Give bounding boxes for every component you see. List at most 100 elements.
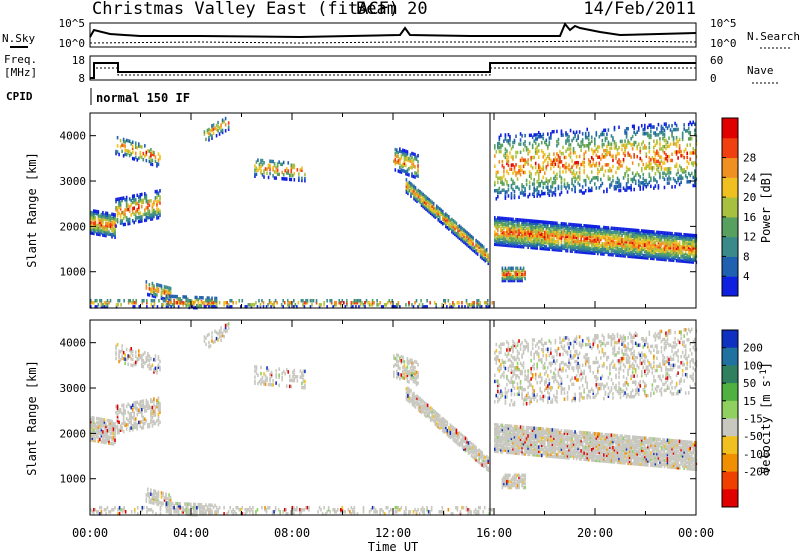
- echo-cell: [137, 144, 140, 148]
- echo-cell: [506, 219, 508, 223]
- echo-cell: [689, 239, 692, 244]
- echo-cell: [134, 155, 137, 160]
- echo-cell: [160, 503, 163, 507]
- echo-cell: [693, 254, 696, 258]
- echo-cell: [130, 347, 132, 351]
- echo-cell: [589, 238, 592, 243]
- echo-cell: [589, 164, 592, 168]
- echo-cell: [613, 125, 616, 130]
- echo-cell: [335, 301, 338, 305]
- echo-cell: [275, 176, 277, 180]
- echo-cell: [510, 235, 513, 240]
- echo-cell: [639, 231, 642, 235]
- echo-cell: [435, 206, 438, 211]
- echo-cell: [574, 239, 576, 244]
- echo-cell: [472, 242, 474, 246]
- echo-cell: [600, 252, 602, 256]
- echo-cell: [580, 250, 582, 254]
- echo-cell: [118, 199, 120, 203]
- echo-cell: [371, 298, 374, 303]
- echo-cell: [572, 163, 575, 167]
- echo-cell: [449, 305, 451, 309]
- echo-cell: [407, 191, 409, 196]
- echo-cell: [680, 180, 682, 185]
- count-tick-left-top: 10^5: [59, 17, 86, 30]
- echo-cell: [690, 235, 693, 240]
- echo-cell: [533, 244, 535, 248]
- echo-cell: [513, 167, 516, 171]
- echo-cell: [530, 241, 532, 246]
- echo-cell: [418, 303, 421, 307]
- echo-cell: [563, 222, 566, 226]
- echo-cell: [615, 253, 617, 257]
- echo-cell: [662, 241, 664, 245]
- echo-cell: [121, 221, 123, 225]
- echo-cell: [267, 165, 270, 170]
- echo-cell: [656, 133, 658, 137]
- echo-cell: [183, 502, 186, 506]
- echo-cell: [675, 252, 678, 257]
- echo-cell: [684, 241, 687, 245]
- echo-cell: [565, 238, 567, 243]
- echo-cell: [434, 215, 437, 219]
- echo-cell: [686, 255, 689, 260]
- echo-cell: [111, 423, 113, 428]
- echo-cell: [402, 150, 404, 155]
- echo-cell: [577, 223, 579, 227]
- echo-cell: [425, 207, 427, 212]
- echo-cell: [631, 240, 634, 245]
- count-panel: [89, 22, 697, 48]
- echo-cell: [612, 179, 614, 183]
- echo-cell: [527, 233, 529, 237]
- echo-cell: [540, 240, 543, 245]
- power-colorbar-segment: [722, 276, 738, 297]
- echo-cell: [669, 258, 672, 262]
- echo-cell: [677, 150, 679, 154]
- echo-cell: [530, 231, 532, 235]
- echo-cell: [666, 231, 669, 235]
- echo-cell: [674, 178, 676, 183]
- echo-cell: [106, 217, 109, 222]
- echo-cell: [142, 405, 145, 410]
- echo-cell: [625, 133, 628, 137]
- echo-cell: [141, 301, 144, 305]
- echo-cell: [609, 185, 611, 189]
- echo-cell: [583, 242, 585, 246]
- echo-cell: [592, 161, 595, 166]
- echo-cell: [539, 169, 542, 174]
- echo-cell: [631, 147, 634, 151]
- echo-cell: [648, 133, 651, 138]
- echo-cell: [108, 439, 110, 443]
- echo-cell: [435, 303, 438, 307]
- echo-cell: [593, 245, 596, 249]
- echo-cell: [574, 161, 576, 165]
- echo-cell: [566, 184, 569, 188]
- echo-cell: [507, 272, 510, 277]
- echo-cell: [642, 162, 645, 167]
- echo-cell: [692, 151, 695, 155]
- echo-cell: [131, 219, 134, 223]
- echo-cell: [151, 415, 154, 420]
- echo-cell: [435, 212, 438, 217]
- echo-cell: [554, 186, 557, 191]
- echo-cell: [637, 237, 640, 241]
- echo-cell: [577, 231, 579, 236]
- echo-cell: [595, 239, 598, 243]
- echo-cell: [674, 238, 676, 242]
- echo-cell: [680, 168, 682, 172]
- echo-cell: [693, 161, 696, 165]
- echo-cell: [536, 149, 539, 153]
- echo-cell: [97, 212, 100, 216]
- echo-cell: [150, 160, 152, 164]
- echo-cell: [631, 228, 634, 232]
- echo-cell: [394, 153, 397, 158]
- echo-cell: [115, 199, 117, 204]
- echo-cell: [592, 151, 595, 156]
- echo-cell: [628, 246, 631, 250]
- echo-cell: [403, 169, 406, 173]
- echo-cell: [687, 237, 690, 241]
- echo-cell: [452, 223, 455, 227]
- echo-cell: [584, 224, 587, 228]
- echo-cell: [272, 165, 274, 170]
- echo-cell: [639, 243, 642, 247]
